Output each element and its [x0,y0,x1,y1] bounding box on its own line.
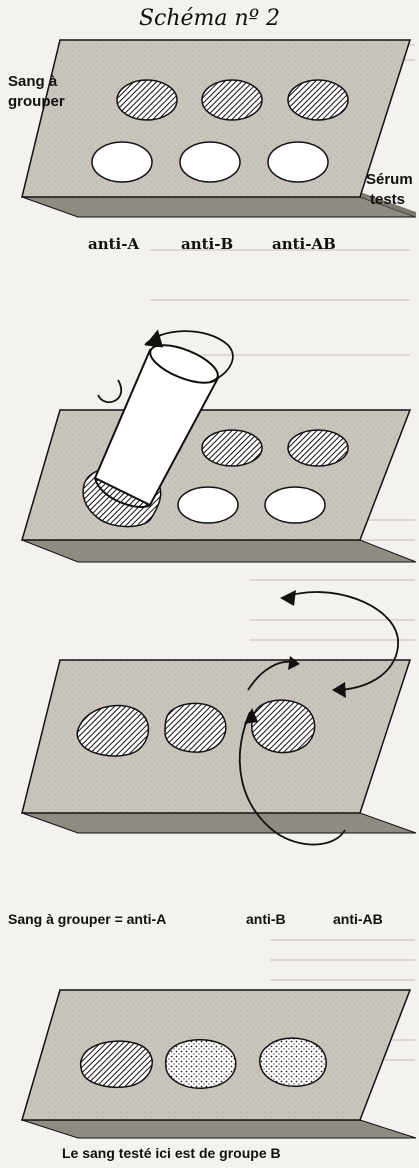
column-label-anti-b: anti-B [181,235,234,253]
step3-caption-left: Sang à grouper = anti-A [8,911,167,927]
serum-label-line1: Sérum [366,171,413,188]
result-drop-anti-a [79,1040,153,1088]
plate-edge-right [360,192,416,217]
step3-caption-mid: anti-B [246,911,286,927]
mixed-drop-anti-b [164,702,227,753]
plate-side [21,1119,417,1139]
blood-drop-anti-b [201,429,263,467]
plate-side [21,539,417,563]
blood-drop-anti-ab [287,429,349,467]
plate-step1 [21,39,417,218]
rotation-arrow-icon [238,590,399,846]
blood-drop-anti-a [116,79,178,121]
column-label-anti-a: anti-A [88,235,140,253]
step3-caption-right: anti-AB [333,911,383,927]
serum-drop-anti-b [177,486,239,524]
column-label-anti-ab: anti-AB [272,235,336,253]
blood-drop-anti-ab [287,79,349,121]
blood-label-line2: grouper [8,93,65,110]
serum-drop-anti-ab [264,486,326,524]
serum-label-line2: tests [370,191,406,208]
rotation-arrow-icon [97,329,234,404]
result-drop-anti-b-agglutinated [164,1039,237,1089]
mixed-drop-anti-a [76,704,150,757]
plate-step4 [20,989,417,1139]
diagram-title: Schéma nº 2 [138,6,281,31]
plate-step2 [20,409,417,563]
mixed-drop-anti-ab [251,699,316,754]
mixing-stick [93,344,220,508]
serum-drop-anti-a [91,141,153,183]
serum-drop-anti-b [179,141,241,183]
serum-drop-anti-ab [267,141,329,183]
plate-side [21,812,417,834]
blood-drop-anti-b [201,79,263,121]
plate-side [21,196,417,218]
plate-step3 [21,659,417,834]
result-drop-anti-ab-agglutinated [259,1037,327,1087]
blood-label-line1: Sang à [8,73,58,90]
result-caption: Le sang testé ici est de groupe B [62,1145,281,1161]
